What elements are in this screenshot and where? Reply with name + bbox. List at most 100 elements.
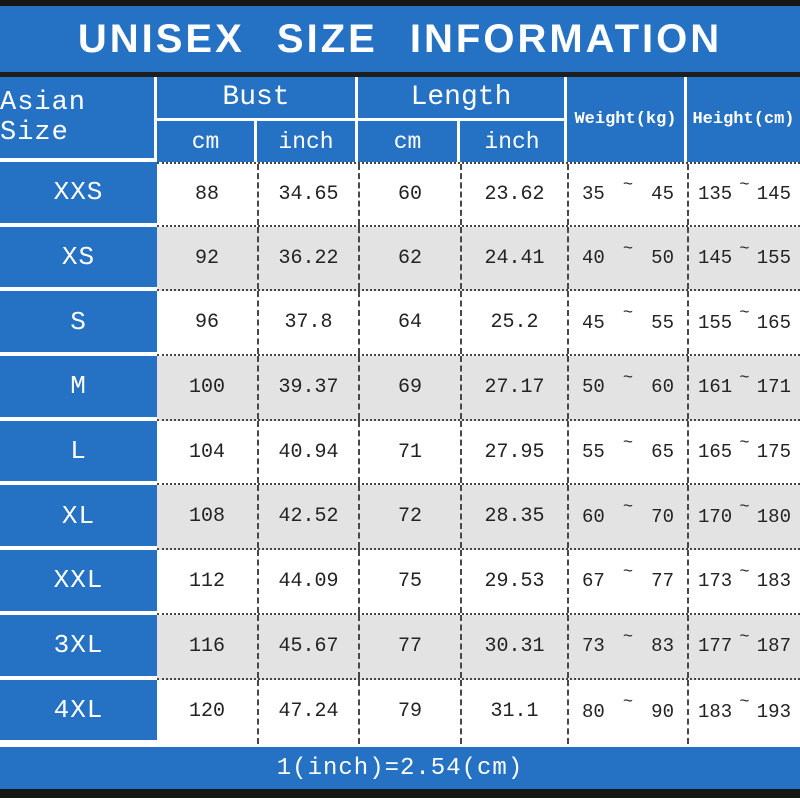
tilde-separator: ~ [739,175,750,195]
title-band: UNISEX SIZE INFORMATION [0,6,800,72]
tilde-separator: ~ [739,562,750,582]
height-range: 183 ~193 [687,679,800,745]
bust-cm-value: 116 [188,634,225,658]
weight-min: 50 [582,376,605,399]
row-values: 88 34.65 60 23.62 35 ~45 135 ~145 [157,162,800,227]
length-cm-value: 60 [358,164,460,225]
weight-max: 45 [651,183,674,206]
weight-range: 35 ~45 [567,164,687,225]
bust-cm-value: 88 [194,182,219,206]
height-min: 173 [698,570,733,593]
weight-max: 65 [651,441,674,464]
header-group-bust: Bust cm inch [157,77,358,162]
height-min: 155 [698,311,733,334]
height-min: 165 [698,441,733,464]
weight-max: 60 [651,376,674,399]
length-cm-value: 75 [358,550,460,613]
weight-min: 67 [582,570,605,593]
tilde-separator: ~ [622,433,634,453]
height-max: 183 [756,570,791,593]
header-length-cm: cm [358,121,460,162]
height-max: 180 [756,505,791,528]
bust-cm-value: 108 [188,505,225,529]
table-row-3xl: 3XL 116 45.67 77 30.31 73 ~83 177 ~187 [0,614,800,680]
weight-max: 70 [651,505,674,528]
height-max: 171 [756,376,791,399]
size-label: S [0,291,157,357]
weight-range: 40 ~50 [567,226,687,290]
weight-range: 67 ~77 [567,550,687,613]
bust-cm-value: 92 [194,246,219,270]
tilde-separator: ~ [622,693,634,713]
length-cm-value: 62 [358,226,460,290]
header-bust-subrow: cm inch [157,121,355,162]
weight-max: 77 [651,570,674,593]
bust-inch-value: 44.09 [257,550,358,613]
weight-min: 55 [582,441,605,464]
size-label: M [0,356,157,421]
height-max: 165 [756,311,791,334]
height-range: 177 ~187 [687,614,800,678]
row-values: 104 40.94 71 27.95 55 ~65 165 ~175 [157,420,800,486]
length-inch-value: 30.31 [460,614,567,678]
weight-range: 60 ~70 [567,485,687,549]
tilde-separator: ~ [622,368,634,388]
length-cm-value: 79 [358,679,460,745]
weight-min: 40 [582,247,605,270]
row-values: 100 39.37 69 27.17 50 ~60 161 ~171 [157,356,800,421]
length-inch-value: 25.2 [460,291,567,355]
weight-range: 80 ~90 [567,679,687,745]
header-group-length: Length cm inch [358,77,567,162]
weight-range: 55 ~65 [567,420,687,484]
header-bust-inch: inch [278,128,334,155]
weight-range: 50 ~60 [567,356,687,419]
tilde-separator: ~ [622,304,634,324]
tilde-separator: ~ [739,693,750,713]
header-length-subrow: cm inch [358,121,564,162]
length-cm-value: 71 [358,420,460,484]
tilde-separator: ~ [739,498,750,518]
weight-min: 73 [582,635,605,658]
length-cm-value: 64 [358,291,460,355]
row-values: 116 45.67 77 30.31 73 ~83 177 ~187 [157,614,800,680]
length-cm-value: 77 [358,614,460,678]
table-row-s: S 96 37.8 64 25.2 45 ~55 155 ~165 [0,291,800,357]
table-row-l: L 104 40.94 71 27.95 55 ~65 165 ~175 [0,420,800,486]
size-label: XXS [0,162,157,227]
weight-min: 80 [582,700,605,723]
height-range: 145 ~155 [687,226,800,290]
size-label: 3XL [0,614,157,680]
size-label: 4XL [0,679,157,745]
length-cm-value: 69 [358,356,460,419]
header-bust-cm: cm [157,121,257,162]
bust-inch-value: 34.65 [257,164,358,225]
height-min: 145 [698,247,733,270]
height-min: 135 [698,183,733,206]
tilde-separator: ~ [622,562,634,582]
height-range: 135 ~145 [687,164,800,225]
tilde-separator: ~ [739,368,750,388]
height-min: 183 [698,700,733,723]
title-divider [0,72,800,77]
height-range: 161 ~171 [687,356,800,419]
bottom-black-bar [0,789,800,799]
weight-max: 50 [651,247,674,270]
bust-inch-value: 40.94 [257,420,358,484]
header-bust-label: Bust [157,77,355,121]
page-title: UNISEX SIZE INFORMATION [77,16,723,61]
row-values: 96 37.8 64 25.2 45 ~55 155 ~165 [157,291,800,357]
tilde-separator: ~ [739,627,750,647]
weight-max: 55 [651,311,674,334]
bust-inch-value: 39.37 [257,356,358,419]
bust-cm-value: 120 [188,700,225,724]
header-weight: Weight(kg) [567,77,687,162]
table-row-xs: XS 92 36.22 62 24.41 40 ~50 145 ~155 [0,226,800,292]
weight-min: 35 [582,183,605,206]
bust-inch-value: 45.67 [257,614,358,678]
height-range: 173 ~183 [687,550,800,613]
length-inch-value: 29.53 [460,550,567,613]
table-row-4xl: 4XL 120 47.24 79 31.1 80 ~90 183 ~193 [0,679,800,745]
weight-min: 60 [582,505,605,528]
tilde-separator: ~ [622,175,634,195]
weight-min: 45 [582,311,605,334]
